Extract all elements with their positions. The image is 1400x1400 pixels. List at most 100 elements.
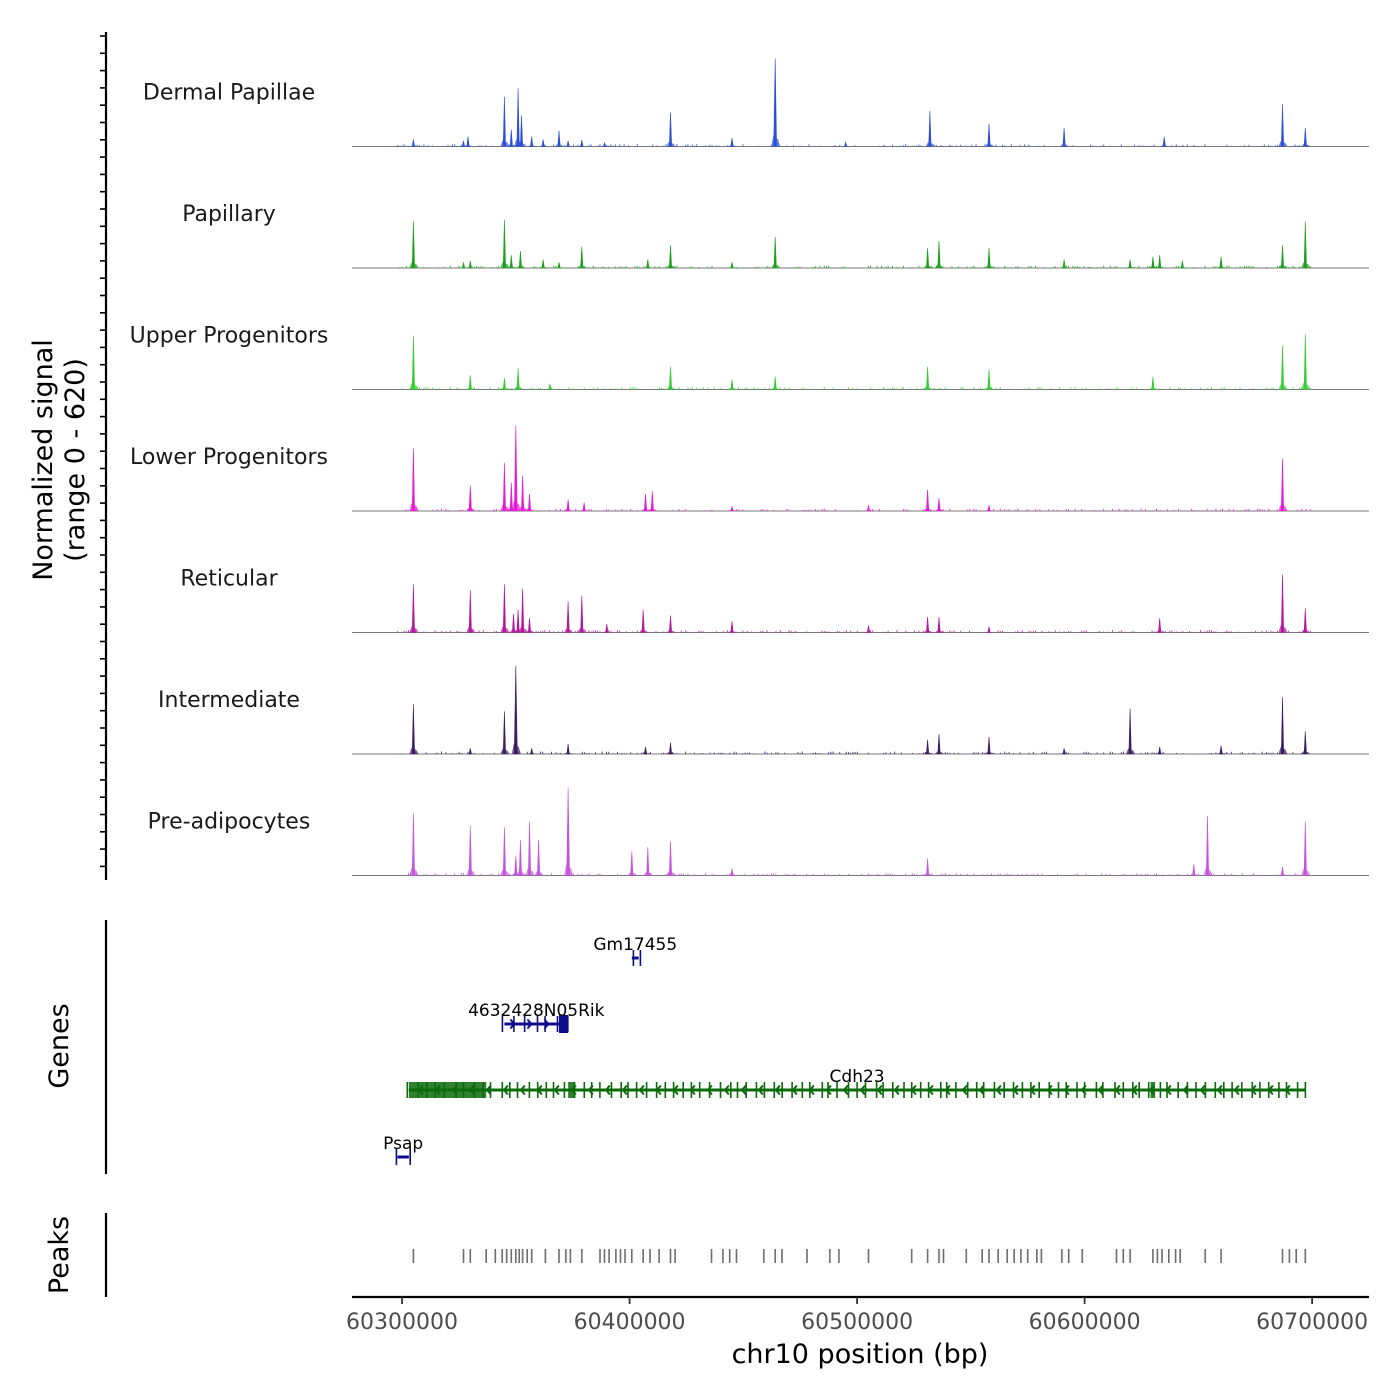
track-label: Lower Progenitors (130, 445, 328, 470)
signal-track: Papillary (182, 202, 1369, 269)
signal-peak (926, 248, 930, 269)
signal-noise (403, 508, 1311, 511)
peak-mark (763, 1249, 765, 1263)
signal-shoulder (511, 500, 521, 511)
gene-label: Psap (383, 1134, 423, 1154)
gene-exon (763, 1082, 766, 1098)
signal-shoulder (516, 871, 526, 876)
signal-shoulder (923, 265, 933, 268)
signal-peak (668, 841, 673, 876)
signal-peak (518, 250, 522, 269)
strand-chevron (1131, 1084, 1138, 1096)
signal-peak (1158, 255, 1162, 269)
strand-chevron (706, 1084, 713, 1096)
strand-chevron (621, 1084, 628, 1096)
gene-exon (501, 1082, 504, 1098)
signal-peak (1219, 745, 1223, 755)
signal-shoulder (1060, 144, 1070, 147)
gene-label: 4632428N05Rik (468, 1001, 605, 1021)
signal-shoulder (985, 631, 994, 633)
strand-chevron (876, 1084, 883, 1096)
peak-mark (544, 1249, 547, 1263)
signal-peak (468, 748, 472, 755)
signal-peak (844, 141, 848, 147)
signal-peak (514, 855, 518, 876)
signal-peak (937, 498, 941, 512)
gene-label: Gm17455 (593, 935, 677, 955)
strand-chevron (587, 1084, 594, 1096)
strand-chevron (1250, 1084, 1257, 1096)
signal-shoulder (1060, 267, 1070, 268)
signal-peak (514, 425, 518, 512)
gene-exon (563, 1082, 566, 1098)
signal-peak (541, 259, 545, 269)
signal-peak (566, 601, 570, 633)
signal-shoulder (985, 143, 994, 147)
peak-mark (526, 1249, 528, 1263)
strand-chevron (1063, 1084, 1070, 1096)
peak-mark (608, 1249, 610, 1263)
strand-chevron (672, 1084, 679, 1096)
signal-peak (461, 140, 466, 147)
gene-exon (730, 1082, 732, 1098)
signal-peak (411, 704, 415, 755)
peak-mark (1220, 1249, 1222, 1263)
strand-chevron (689, 1084, 696, 1096)
x-axis: 60300000 60400000 60500000 60600000 60700000 (346, 1295, 1369, 1335)
signal-peak (468, 375, 472, 390)
signal-shoulder (1155, 753, 1165, 754)
signal-shoulder (728, 267, 737, 268)
signal-peak (1128, 259, 1132, 269)
signal-shoulder (527, 753, 537, 754)
signal-track: Pre-adipocytes (148, 787, 1369, 876)
signal-peak (527, 618, 532, 633)
signal-shoulder (539, 145, 549, 147)
gene-exon (919, 1082, 922, 1098)
signal-shoulder (466, 869, 476, 876)
peak-mark (829, 1249, 831, 1263)
gene-exon (610, 1082, 613, 1098)
gene-exon (1296, 1082, 1299, 1098)
signal-peak (516, 609, 520, 633)
signal-shoulder (409, 868, 419, 876)
strand-chevron (485, 1084, 492, 1096)
signal-shoulder (935, 630, 944, 633)
gene-exon (1177, 1082, 1179, 1098)
signal-shoulder (564, 752, 574, 754)
signal-shoulder (564, 864, 574, 876)
signal-peak (509, 129, 513, 147)
signal-peak (1062, 748, 1066, 755)
strand-chevron (1029, 1084, 1036, 1096)
peak-mark (505, 1249, 508, 1263)
signal-shoulder (666, 752, 676, 754)
signal-shoulder (466, 753, 476, 754)
peak-mark (615, 1249, 617, 1263)
gene-model: Psap (383, 1134, 423, 1165)
signal-tracks: Dermal Papillae Papillary Upper Progenitor… (100, 32, 1369, 880)
gene-exon (1021, 1082, 1024, 1098)
peaks-track-title: Peaks (44, 1216, 75, 1294)
strand-chevron (502, 1084, 509, 1096)
signal-peak (580, 246, 584, 269)
signal-peak (411, 139, 415, 147)
signal-peak (582, 502, 586, 512)
peak-mark (530, 1249, 533, 1263)
signal-shoulder (923, 630, 933, 633)
signal-shoulder (864, 510, 874, 511)
strand-chevron (808, 1084, 815, 1096)
gene-exon (395, 1149, 398, 1165)
signal-peak (548, 383, 552, 390)
gene-exon (856, 1082, 858, 1098)
peak-mark (1061, 1249, 1063, 1263)
gene-exon (664, 1082, 667, 1098)
strand-chevron (434, 1084, 441, 1096)
peak-mark (510, 1249, 513, 1263)
strand-chevron (417, 1084, 424, 1096)
signal-shoulder (985, 265, 994, 268)
signal-peak (502, 584, 506, 633)
gene-exon (903, 1082, 905, 1098)
signal-peak (502, 219, 506, 269)
signal-peak (926, 616, 930, 633)
gene-exon (544, 1016, 546, 1032)
signal-peak (1162, 136, 1166, 147)
